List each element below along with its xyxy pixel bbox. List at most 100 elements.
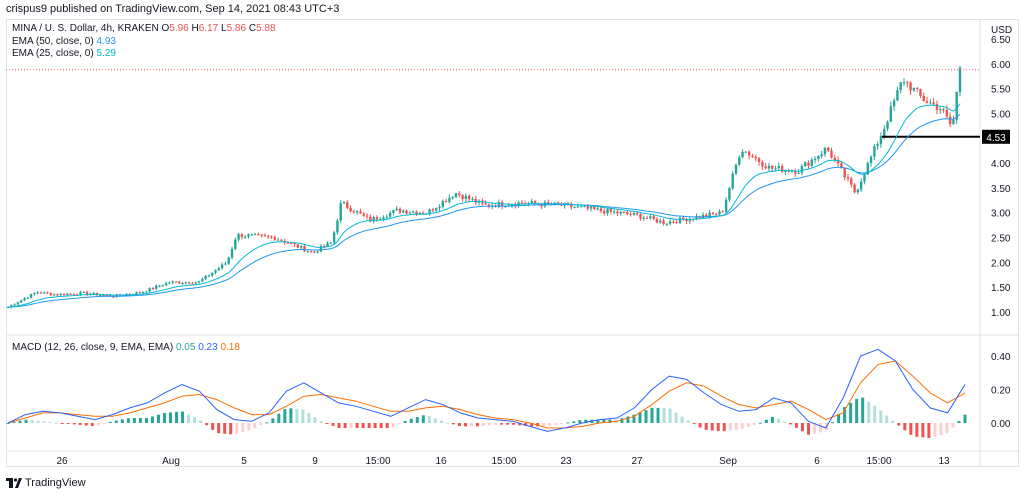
candle-body bbox=[794, 170, 797, 174]
high-value: 6.17 bbox=[198, 23, 219, 34]
candle-body bbox=[632, 212, 636, 215]
candle-body bbox=[599, 208, 603, 211]
candle-body bbox=[155, 285, 158, 289]
candle-body bbox=[879, 136, 883, 145]
candle-body bbox=[135, 292, 138, 295]
candle-body bbox=[500, 202, 504, 207]
macd-histogram-bar bbox=[265, 422, 269, 424]
candle-body bbox=[942, 109, 945, 111]
candle-body bbox=[843, 168, 846, 178]
candle-body bbox=[352, 211, 356, 213]
close-label: C bbox=[248, 23, 257, 34]
candle-body bbox=[161, 285, 165, 287]
macd-histogram-bar bbox=[181, 411, 185, 423]
chart-frame[interactable] bbox=[6, 19, 1019, 467]
macd-histogram-bar bbox=[283, 409, 287, 423]
candle-body bbox=[820, 154, 823, 156]
macd-histogram-bar bbox=[807, 423, 811, 435]
macd-histogram-bar bbox=[794, 423, 798, 428]
candle-body bbox=[224, 263, 227, 265]
candle-body bbox=[780, 166, 784, 172]
macd-histogram-bar bbox=[144, 417, 148, 423]
macd-histogram-bar bbox=[524, 423, 528, 426]
candle-body bbox=[359, 211, 362, 214]
candle-body bbox=[379, 218, 382, 220]
macd-histogram-bar bbox=[951, 423, 955, 428]
candle-body bbox=[830, 150, 833, 158]
macd-tick-label: 0.40 bbox=[991, 352, 1011, 363]
candle-body bbox=[388, 212, 392, 217]
candle-body bbox=[26, 297, 29, 299]
candle-body bbox=[652, 216, 655, 219]
candle-body bbox=[616, 211, 619, 214]
candle-body bbox=[856, 189, 860, 193]
candle-body bbox=[276, 239, 280, 241]
candle-body bbox=[520, 202, 524, 204]
macd-histogram-bar bbox=[18, 420, 22, 423]
time-axis-label: 13 bbox=[938, 456, 950, 467]
macd-histogram-bar bbox=[596, 419, 600, 423]
candle-body bbox=[29, 294, 33, 298]
macd-histogram-bar bbox=[391, 423, 395, 427]
macd-histogram-bar bbox=[331, 423, 335, 426]
candle-body bbox=[49, 293, 53, 296]
ema25-legend[interactable]: EMA (25, close, 0) 5.29 bbox=[12, 48, 116, 60]
candle-body bbox=[751, 155, 754, 157]
macd-histogram-bar bbox=[536, 423, 540, 427]
ema50-legend[interactable]: EMA (50, close, 0) 4.93 bbox=[12, 36, 116, 48]
candle-body bbox=[375, 217, 379, 220]
macd-tick-label: 0.20 bbox=[991, 386, 1011, 397]
candle-body bbox=[207, 275, 211, 277]
macd-histogram-bar bbox=[488, 423, 492, 426]
candle-body bbox=[764, 166, 767, 169]
macd-histogram-bar bbox=[12, 421, 16, 423]
candle-body bbox=[606, 208, 609, 214]
candle-body bbox=[761, 161, 764, 167]
candle-body bbox=[293, 243, 296, 245]
candle-body bbox=[612, 211, 616, 213]
candle-body bbox=[757, 158, 761, 162]
macd-histogram-bar bbox=[800, 423, 804, 432]
candle-body bbox=[705, 214, 708, 217]
candle-body bbox=[873, 146, 876, 157]
macd-histogram-bar bbox=[481, 423, 485, 426]
tradingview-footer[interactable]: TradingView bbox=[6, 477, 86, 489]
candle-body bbox=[629, 214, 632, 216]
candle-body bbox=[467, 195, 471, 200]
macd-histogram-bar bbox=[193, 417, 197, 423]
macd-histogram-bar bbox=[734, 423, 738, 430]
candle-body bbox=[919, 89, 922, 96]
macd-histogram-bar bbox=[229, 423, 233, 435]
candle-body bbox=[418, 212, 421, 215]
symbol-legend[interactable]: MINA / U. S. Dollar, 4h, KRAKEN O5.96 H6… bbox=[12, 23, 276, 35]
macd-histogram-bar bbox=[776, 418, 780, 423]
candle-body bbox=[448, 197, 451, 202]
time-axis-label: 23 bbox=[560, 456, 572, 467]
candle-body bbox=[619, 211, 622, 214]
candle-body bbox=[23, 298, 26, 301]
candle-body bbox=[784, 170, 787, 172]
candle-body bbox=[876, 144, 879, 147]
candle-body bbox=[46, 292, 49, 294]
candle-body bbox=[349, 207, 352, 212]
candle-body bbox=[105, 295, 109, 297]
macd-histogram-bar bbox=[746, 423, 750, 427]
candle-body bbox=[227, 257, 230, 264]
candle-body bbox=[13, 304, 16, 306]
candle-body bbox=[570, 204, 573, 208]
macd-histogram-bar bbox=[578, 420, 582, 423]
macd-legend[interactable]: MACD (12, 26, close, 9, EMA, EMA) 0.05 0… bbox=[12, 342, 240, 354]
candle-body bbox=[316, 251, 319, 253]
candle-body bbox=[715, 213, 718, 215]
candle-body bbox=[464, 195, 468, 199]
candle-body bbox=[270, 236, 273, 238]
macd-histogram-bar bbox=[289, 408, 293, 423]
candle-body bbox=[583, 206, 586, 208]
candle-body bbox=[16, 302, 20, 305]
macd-histogram-bar bbox=[668, 408, 672, 423]
macd-hist-value: 0.05 bbox=[175, 342, 196, 353]
macd-histogram-bar bbox=[132, 417, 136, 423]
time-axis-label: 15:00 bbox=[866, 456, 891, 467]
time-axis-label: 6 bbox=[814, 456, 820, 467]
